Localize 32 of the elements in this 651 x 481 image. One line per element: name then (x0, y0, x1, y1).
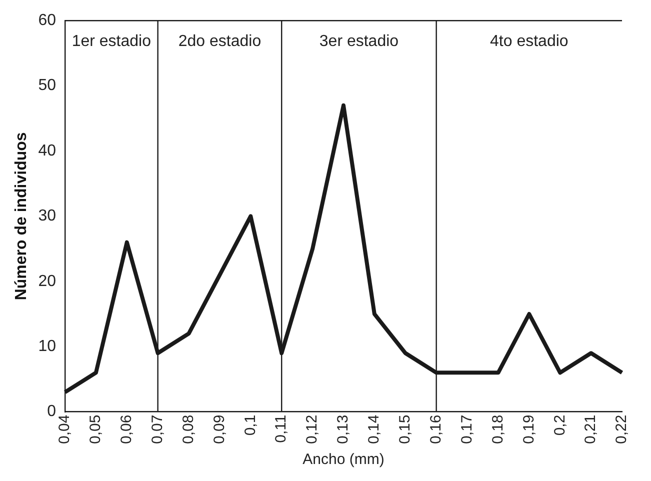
x-tick-label: 0,13 (334, 414, 352, 444)
y-tick-label: 50 (38, 77, 56, 94)
x-tick-label: 0,11 (272, 414, 290, 443)
x-tick-label: 0,17 (458, 414, 476, 444)
x-tick-label: 0,08 (180, 414, 197, 444)
annotation: 3er estadio (319, 33, 399, 50)
x-tick-label: 0,19 (520, 414, 538, 444)
y-tick-label: 0 (47, 403, 56, 420)
x-tick-label: 0,15 (396, 414, 414, 444)
y-axis-title: Número de individuos (13, 132, 30, 300)
x-tick-label: 0,05 (87, 414, 104, 444)
x-axis-title: Ancho (mm) (302, 451, 384, 468)
x-tick-label: 0,04 (56, 414, 74, 444)
x-tick-label: 0,2 (551, 414, 568, 436)
x-tick-label: 0,09 (210, 414, 228, 444)
x-tick-label: 0,12 (304, 414, 321, 444)
y-tick-label: 10 (38, 338, 56, 356)
y-tick-label: 40 (38, 142, 56, 160)
x-tick-label: 0,1 (242, 414, 259, 436)
annotation: 1er estadio (72, 33, 152, 50)
x-tick-label: 0,06 (118, 414, 136, 444)
x-tick-label: 0,18 (489, 414, 506, 444)
x-tick-label: 0,16 (427, 414, 444, 444)
x-tick-label: 0,07 (148, 414, 166, 444)
annotation: 4to estadio (490, 33, 568, 50)
y-tick-label: 60 (38, 12, 56, 30)
x-tick-label: 0,14 (366, 414, 383, 444)
annotation: 2do estadio (178, 33, 262, 50)
y-tick-label: 30 (38, 208, 56, 225)
x-tick-label: 0,21 (582, 414, 600, 444)
x-tick-label: 0,22 (613, 414, 630, 444)
y-tick-label: 20 (38, 272, 56, 290)
